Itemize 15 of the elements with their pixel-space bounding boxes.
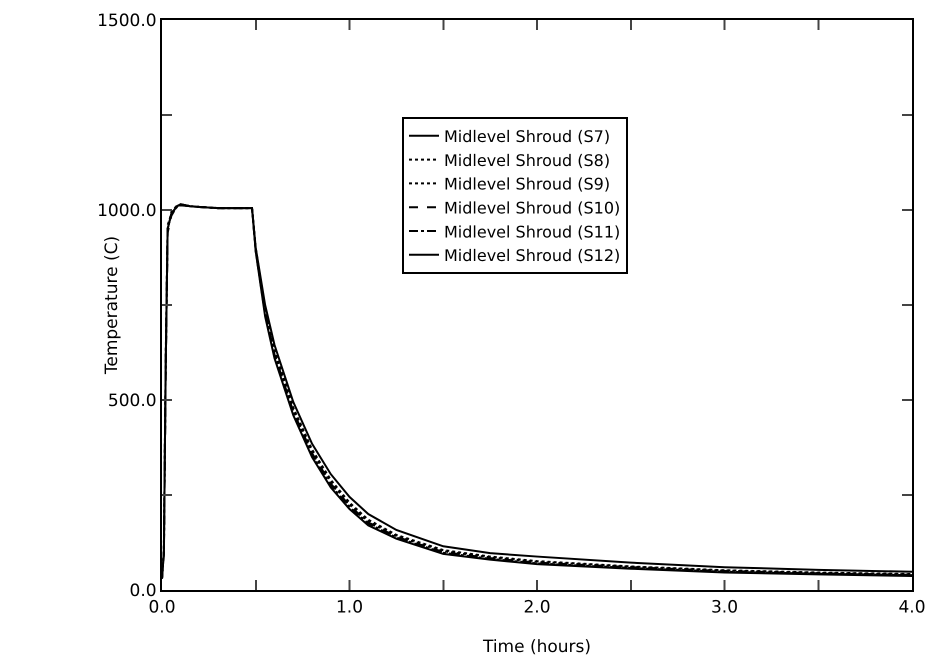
legend-label: Midlevel Shroud (S11)	[444, 222, 620, 242]
legend-label: Midlevel Shroud (S10)	[444, 198, 620, 218]
y-tick-label: 1000.0	[97, 200, 157, 221]
x-tick-label: 2.0	[523, 597, 551, 618]
x-axis-title: Time (hours)	[482, 637, 592, 657]
x-tick-label: 4.0	[898, 597, 926, 618]
x-tick-label: 1.0	[336, 597, 364, 618]
y-tick-label: 500.0	[108, 390, 157, 411]
legend-label: Midlevel Shroud (S12)	[444, 246, 620, 266]
legend-label: Midlevel Shroud (S8)	[444, 150, 610, 170]
y-tick-label: 1500.0	[97, 10, 157, 31]
legend-label: Midlevel Shroud (S7)	[444, 127, 610, 146]
x-tick-label: 3.0	[710, 597, 738, 618]
y-axis-title: Temperature (C)	[102, 236, 122, 376]
legend-label: Midlevel Shroud (S9)	[444, 174, 610, 194]
